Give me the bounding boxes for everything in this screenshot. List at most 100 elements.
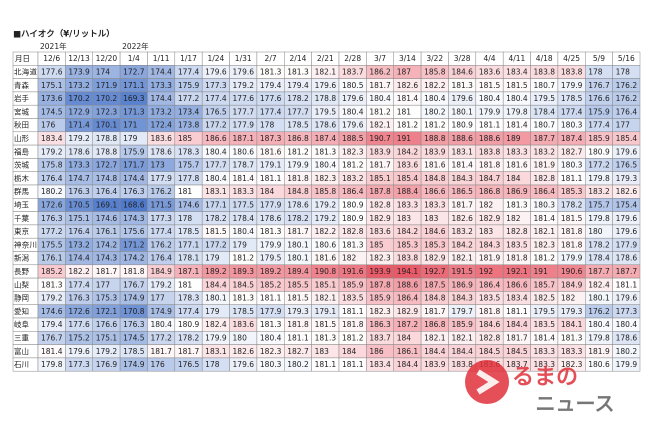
cell-value: 177.4 (205, 94, 227, 103)
cell-value: 187.4 (561, 134, 583, 143)
cell-value: 182.5 (534, 294, 556, 303)
cell-value: 185.2 (260, 280, 282, 289)
cell-value: 179.8 (588, 333, 610, 342)
cell-value: 187.1 (233, 134, 255, 143)
cell-value: 178.6 (616, 333, 638, 342)
row-label: 茨城 (14, 160, 29, 170)
cell-value: 178.6 (68, 147, 90, 156)
cell-value: 179.2 (41, 294, 63, 303)
cell-value: 181.3 (315, 147, 337, 156)
cell-value: 180.5 (342, 81, 364, 90)
cell-value: 177.3 (150, 214, 172, 223)
cell-value: 178.4 (588, 254, 610, 263)
cell-value: 180.6 (233, 147, 255, 156)
cell-value: 180.4 (205, 174, 227, 183)
cell-value: 177.2 (41, 227, 63, 236)
cell-value: 180.4 (150, 320, 172, 329)
cell-value: 172.3 (96, 107, 118, 116)
cell-value: 177.8 (178, 174, 200, 183)
cell-value: 181.6 (424, 161, 446, 170)
cell-value: 186.2 (369, 67, 391, 76)
cell-value: 177.1 (178, 240, 200, 249)
cell-value: 178.8 (96, 134, 118, 143)
cell-value: 181.1 (260, 294, 282, 303)
cell-value: 177.4 (68, 280, 90, 289)
cell-value: 175.9 (178, 81, 200, 90)
cell-value: 182.6 (397, 81, 419, 90)
cell-value: 174.5 (41, 107, 63, 116)
cell-value: 168.6 (123, 200, 145, 209)
cell-value: 181.5 (287, 294, 309, 303)
cell-value: 180.1 (287, 254, 309, 263)
cell-value: 184.4 (451, 347, 473, 356)
row-label: 山梨 (14, 279, 29, 289)
cell-value: 179.9 (616, 360, 638, 369)
cell-value: 181.2 (233, 254, 255, 263)
cell-value: 181.1 (342, 360, 364, 369)
cell-value: 184.9 (150, 267, 172, 276)
cell-value: 177.6 (233, 94, 255, 103)
cell-value: 177.4 (260, 107, 282, 116)
cell-value: 172.7 (96, 161, 118, 170)
cell-value: 181.1 (315, 360, 337, 369)
cell-value: 176 (150, 360, 165, 369)
row-label: 宮城 (14, 106, 29, 116)
cell-value: 173.3 (68, 161, 90, 170)
cell-value: 176.3 (68, 187, 90, 196)
cell-value: 181.4 (41, 347, 63, 356)
cell-value: 184 (260, 187, 275, 196)
column-label: 5/16 (618, 54, 635, 63)
cell-value: 181.6 (260, 147, 282, 156)
cell-value: 180.7 (534, 121, 556, 130)
cell-value: 188.6 (451, 134, 473, 143)
cell-value: 170.2 (68, 94, 90, 103)
cell-value: 176.3 (68, 294, 90, 303)
cell-value: 179.2 (150, 280, 172, 289)
cell-value: 183.5 (506, 240, 528, 249)
cell-value: 174.7 (68, 174, 90, 183)
row-label: 千葉 (14, 213, 29, 223)
cell-value: 184.5 (233, 280, 255, 289)
cell-value: 176.2 (150, 240, 172, 249)
cell-value: 183.4 (41, 134, 63, 143)
cell-value: 176.3 (41, 214, 63, 223)
cell-value: 176.6 (588, 94, 610, 103)
cell-value: 180.4 (588, 320, 610, 329)
cell-value: 180 (588, 227, 603, 236)
cell-value: 179 (233, 240, 248, 249)
cell-value: 171 (123, 121, 138, 130)
cell-value: 182.7 (287, 347, 309, 356)
cell-value: 181.3 (561, 333, 583, 342)
cell-value: 182.9 (424, 254, 446, 263)
cell-value: 172.6 (68, 307, 90, 316)
cell-value: 180.3 (561, 161, 583, 170)
cell-value: 184 (342, 347, 357, 356)
cell-value: 181.3 (260, 320, 282, 329)
cell-value: 183 (397, 214, 412, 223)
cell-value: 181.5 (479, 81, 501, 90)
cell-value: 170.8 (123, 307, 145, 316)
cell-value: 172.1 (96, 307, 118, 316)
cell (612, 357, 641, 372)
cell-value: 181.7 (150, 347, 172, 356)
cell-value: 181.3 (260, 227, 282, 236)
cell-value: 179.9 (561, 254, 583, 263)
cell-value: 174.9 (123, 360, 145, 369)
cell-value: 186.4 (479, 280, 501, 289)
row-label: 長野 (14, 267, 29, 276)
cell-value: 179.2 (68, 134, 90, 143)
cell-value: 180.4 (342, 107, 364, 116)
cell-value: 176.1 (96, 227, 118, 236)
cell-value: 176.1 (41, 254, 63, 263)
cell-value: 174.6 (178, 200, 200, 209)
cell-value: 184.3 (451, 174, 473, 183)
cell-value: 183.5 (479, 294, 501, 303)
cell-value: 181.5 (561, 214, 583, 223)
row-label: 山形 (14, 133, 29, 143)
cell-value: 182.6 (616, 187, 638, 196)
cell-value: 177 (616, 121, 631, 130)
row-label: 神奈川 (14, 239, 37, 249)
cell-value: 181.8 (287, 320, 309, 329)
cell-value: 181.9 (588, 347, 610, 356)
cell-value: 181.7 (451, 200, 473, 209)
